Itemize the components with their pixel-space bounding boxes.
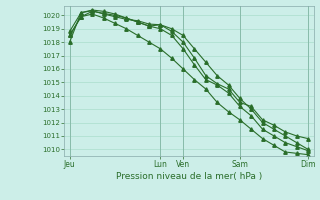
X-axis label: Pression niveau de la mer( hPa ): Pression niveau de la mer( hPa ) <box>116 172 262 181</box>
